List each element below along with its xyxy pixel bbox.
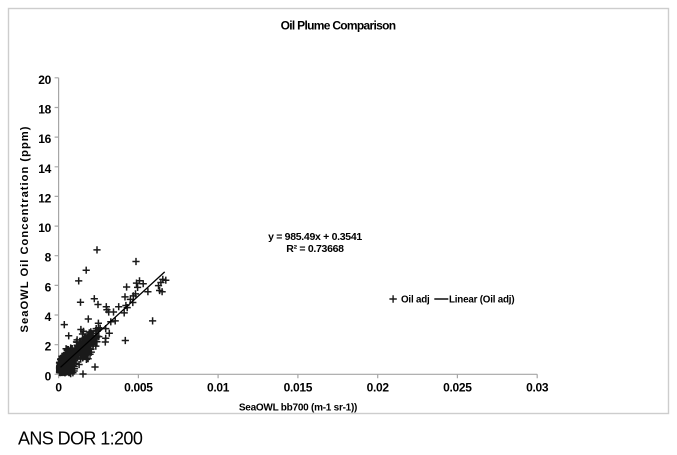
svg-text:Oil Plume Comparison: Oil Plume Comparison: [281, 19, 396, 33]
svg-text:Linear (Oil adj): Linear (Oil adj): [449, 295, 514, 306]
svg-text:0.015: 0.015: [284, 381, 313, 395]
svg-text:0: 0: [45, 369, 52, 383]
svg-text:0.005: 0.005: [124, 381, 153, 395]
svg-text:14: 14: [38, 162, 51, 176]
svg-text:0.02: 0.02: [367, 381, 390, 395]
svg-text:4: 4: [45, 310, 52, 324]
svg-text:0.03: 0.03: [526, 381, 549, 395]
svg-text:6: 6: [45, 280, 52, 294]
svg-text:R² = 0.73668: R² = 0.73668: [286, 243, 344, 255]
svg-text:20: 20: [38, 73, 51, 87]
svg-text:y = 985.49x + 0.3541: y = 985.49x + 0.3541: [268, 231, 362, 243]
svg-text:10: 10: [38, 221, 51, 235]
svg-text:0.025: 0.025: [443, 381, 472, 395]
svg-text:0: 0: [55, 381, 62, 395]
svg-text:16: 16: [38, 132, 51, 146]
svg-text:8: 8: [45, 251, 52, 265]
svg-text:SeaOWL bb700 (m-1 sr-1)): SeaOWL bb700 (m-1 sr-1)): [239, 403, 357, 414]
svg-text:2: 2: [45, 340, 52, 354]
svg-text:0.01: 0.01: [207, 381, 230, 395]
svg-text:ANS DOR 1:200: ANS DOR 1:200: [18, 429, 143, 449]
svg-text:12: 12: [38, 191, 51, 205]
svg-text:Oil adj: Oil adj: [401, 295, 430, 306]
svg-text:SeaOWL Oil Concentration (ppm): SeaOWL Oil Concentration (ppm): [19, 126, 31, 333]
svg-text:18: 18: [38, 103, 51, 117]
